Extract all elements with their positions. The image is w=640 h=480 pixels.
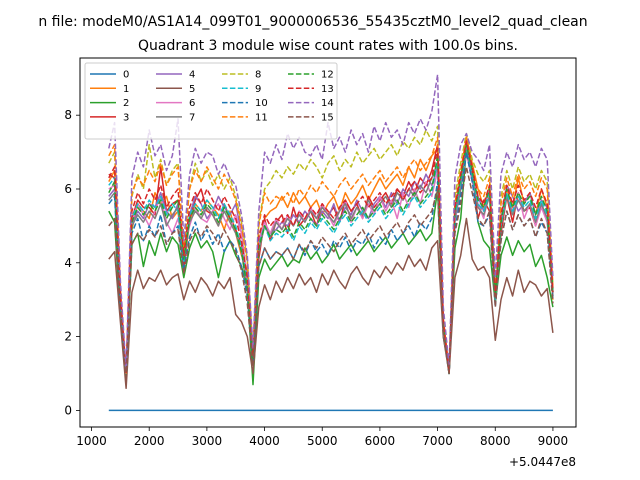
y-tick-label: 4 [64,256,72,270]
legend-label-5: 5 [189,84,195,95]
chart-title: Quadrant 3 module wise count rates with … [138,38,518,54]
plot-frame [79,57,577,428]
x-tick-label: 1000 [76,434,107,448]
x-tick-label: 9000 [538,434,569,448]
legend-label-12: 12 [321,70,334,81]
series-line-6 [108,151,554,375]
series-line-13 [108,140,554,375]
x-tick-label: 7000 [422,434,453,448]
legend-label-3: 3 [123,112,129,123]
x-tick-label: 5000 [307,434,338,448]
y-tick-label: 0 [64,403,72,417]
series-line-11 [108,136,554,375]
legend-label-2: 2 [123,98,129,109]
legend-label-6: 6 [189,98,195,109]
legend-label-7: 7 [189,112,195,123]
legend-label-15: 15 [321,112,334,123]
x-tick-label: 2000 [134,434,165,448]
legend-label-0: 0 [123,70,129,81]
legend-label-8: 8 [255,70,261,81]
legend-label-4: 4 [189,70,195,81]
legend-box [84,62,338,140]
y-axis: 0 2 4 6 8 [64,108,80,417]
x-tick-label: 3000 [192,434,223,448]
y-tick-label: 8 [64,108,72,122]
figure-suptitle: n file: modeM0/AS1A14_099T01_9000006536_… [38,14,587,30]
series-line-12 [108,143,554,378]
series-line-1 [108,136,554,375]
series-line-2 [108,147,554,386]
x-tick-label: 4000 [249,434,280,448]
legend-label-10: 10 [255,98,268,109]
y-tick-label: 6 [64,182,72,196]
legend-label-9: 9 [255,84,261,95]
x-tick-label: 6000 [365,434,396,448]
x-tick-label: 8000 [480,434,511,448]
series-line-7 [108,147,554,378]
legend-label-14: 14 [321,98,334,109]
legend-label-13: 13 [321,84,334,95]
legend-label-11: 11 [255,112,268,123]
plot-lines [108,73,554,412]
series-line-5 [108,217,554,390]
series-line-9 [108,143,554,378]
y-tick-label: 2 [64,330,72,344]
x-axis-offset-label: +5.0447e8 [509,455,576,469]
legend-label-1: 1 [123,84,129,95]
x-axis: 1000 2000 3000 4000 5000 6000 7000 8000 9000 [76,427,568,448]
